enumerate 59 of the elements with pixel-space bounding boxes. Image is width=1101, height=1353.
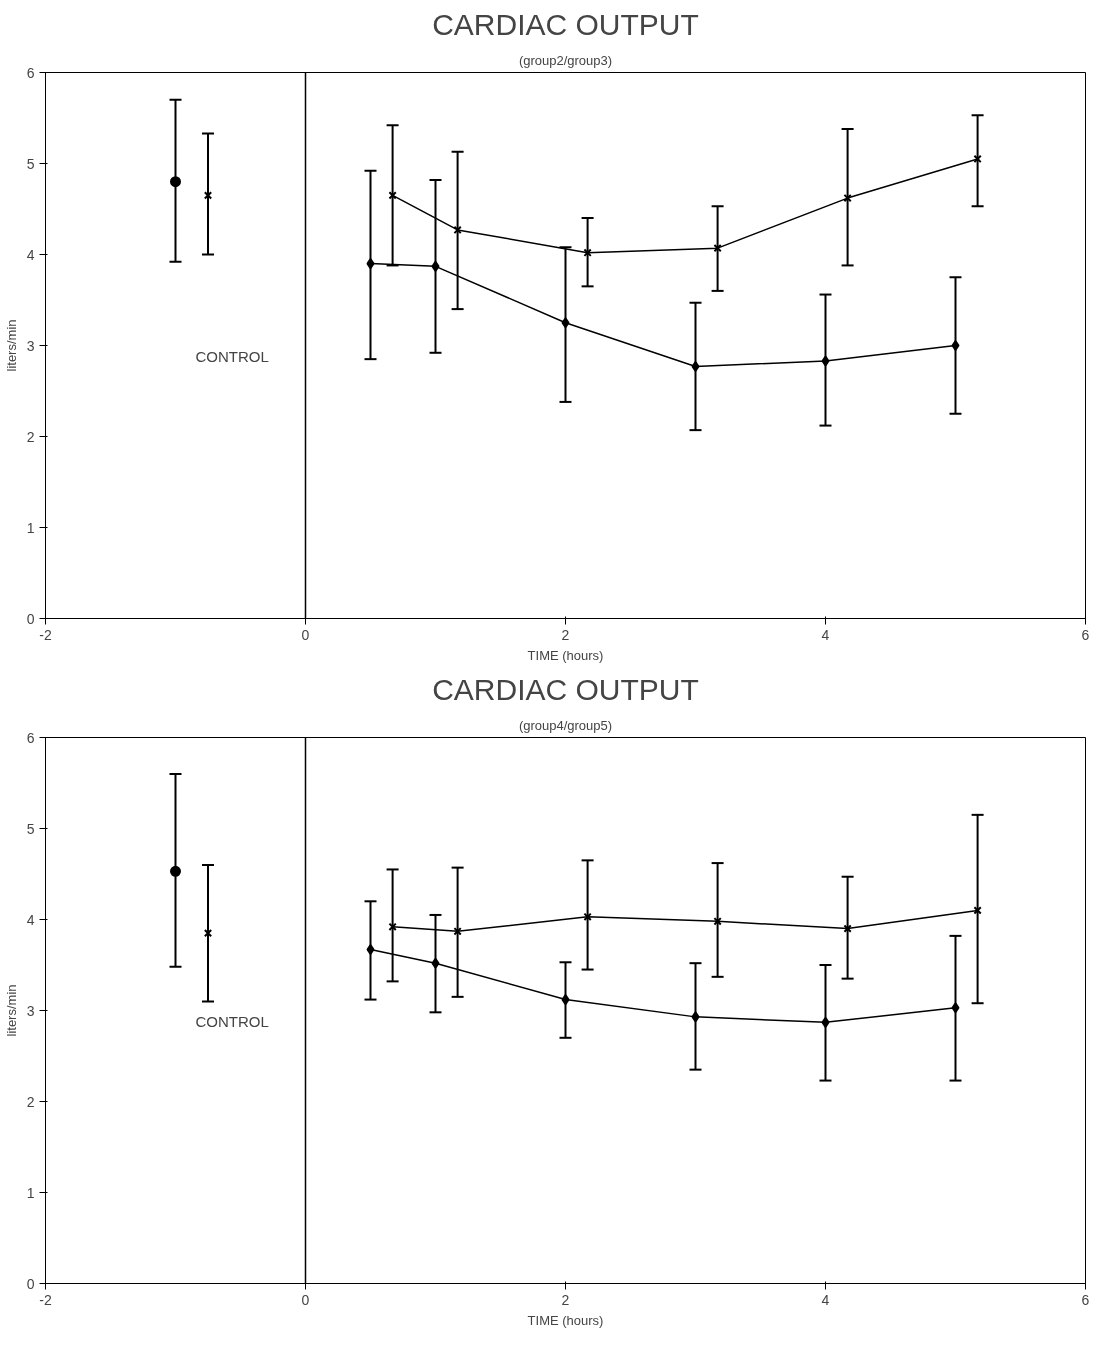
y-tick-label: 1 bbox=[26, 1184, 35, 1201]
y-tick-label: 6 bbox=[26, 729, 35, 746]
point bbox=[973, 906, 982, 915]
x-tick-label: 2 bbox=[561, 626, 570, 643]
y-tick-label: 1 bbox=[26, 519, 35, 536]
point bbox=[431, 260, 440, 272]
y-tick-label: 6 bbox=[26, 64, 35, 81]
x-tick-label: 4 bbox=[821, 1291, 830, 1308]
x-tick-label: 4 bbox=[821, 626, 830, 643]
y-axis-title: liters/min bbox=[3, 319, 19, 372]
point bbox=[388, 191, 397, 200]
point bbox=[561, 994, 570, 1006]
point bbox=[170, 865, 181, 877]
point bbox=[951, 1002, 960, 1014]
x-tick-label: 2 bbox=[561, 1291, 570, 1308]
annotation: CONTROL bbox=[195, 1013, 269, 1030]
point bbox=[821, 355, 830, 367]
point bbox=[843, 924, 852, 933]
point bbox=[388, 922, 397, 931]
point bbox=[691, 1011, 700, 1023]
point bbox=[951, 340, 960, 351]
point bbox=[366, 944, 375, 956]
point bbox=[453, 225, 462, 235]
point bbox=[170, 176, 181, 188]
y-tick-label: 4 bbox=[26, 246, 35, 263]
y-tick-label: 3 bbox=[26, 337, 35, 354]
point bbox=[431, 957, 440, 969]
point bbox=[583, 912, 592, 921]
point bbox=[366, 258, 375, 270]
point bbox=[821, 1016, 830, 1028]
point bbox=[203, 928, 213, 938]
x-tick-label: 6 bbox=[1081, 626, 1090, 643]
chart-subtitle: (group2/group3) bbox=[518, 52, 613, 68]
x-tick-label: 6 bbox=[1081, 1291, 1090, 1308]
y-tick-label: 3 bbox=[26, 1002, 35, 1019]
point bbox=[561, 317, 570, 329]
x-axis-title: TIME (hours) bbox=[527, 1312, 604, 1328]
y-tick-label: 2 bbox=[26, 428, 35, 445]
x-tick-label: 0 bbox=[301, 626, 310, 643]
y-tick-label: 4 bbox=[26, 911, 35, 928]
y-axis-title: liters/min bbox=[3, 984, 19, 1037]
x-tick-label: 0 bbox=[301, 1291, 310, 1308]
chart-title: CARDIAC OUTPUT bbox=[432, 7, 699, 41]
point bbox=[203, 191, 213, 200]
x-tick-label: -2 bbox=[39, 626, 52, 643]
y-tick-label: 0 bbox=[26, 1275, 35, 1292]
y-tick-label: 0 bbox=[26, 610, 35, 627]
x-axis-title: TIME (hours) bbox=[527, 647, 604, 663]
y-tick-label: 5 bbox=[26, 155, 35, 172]
annotation: CONTROL bbox=[195, 348, 269, 365]
point bbox=[713, 917, 722, 926]
chart-subtitle: (group4/group5) bbox=[518, 717, 613, 733]
point bbox=[583, 248, 592, 257]
point bbox=[453, 927, 462, 936]
chart-title: CARDIAC OUTPUT bbox=[432, 672, 699, 706]
y-tick-label: 5 bbox=[26, 820, 35, 837]
x-tick-label: -2 bbox=[39, 1291, 52, 1308]
point bbox=[691, 360, 700, 372]
y-tick-label: 2 bbox=[26, 1093, 35, 1110]
